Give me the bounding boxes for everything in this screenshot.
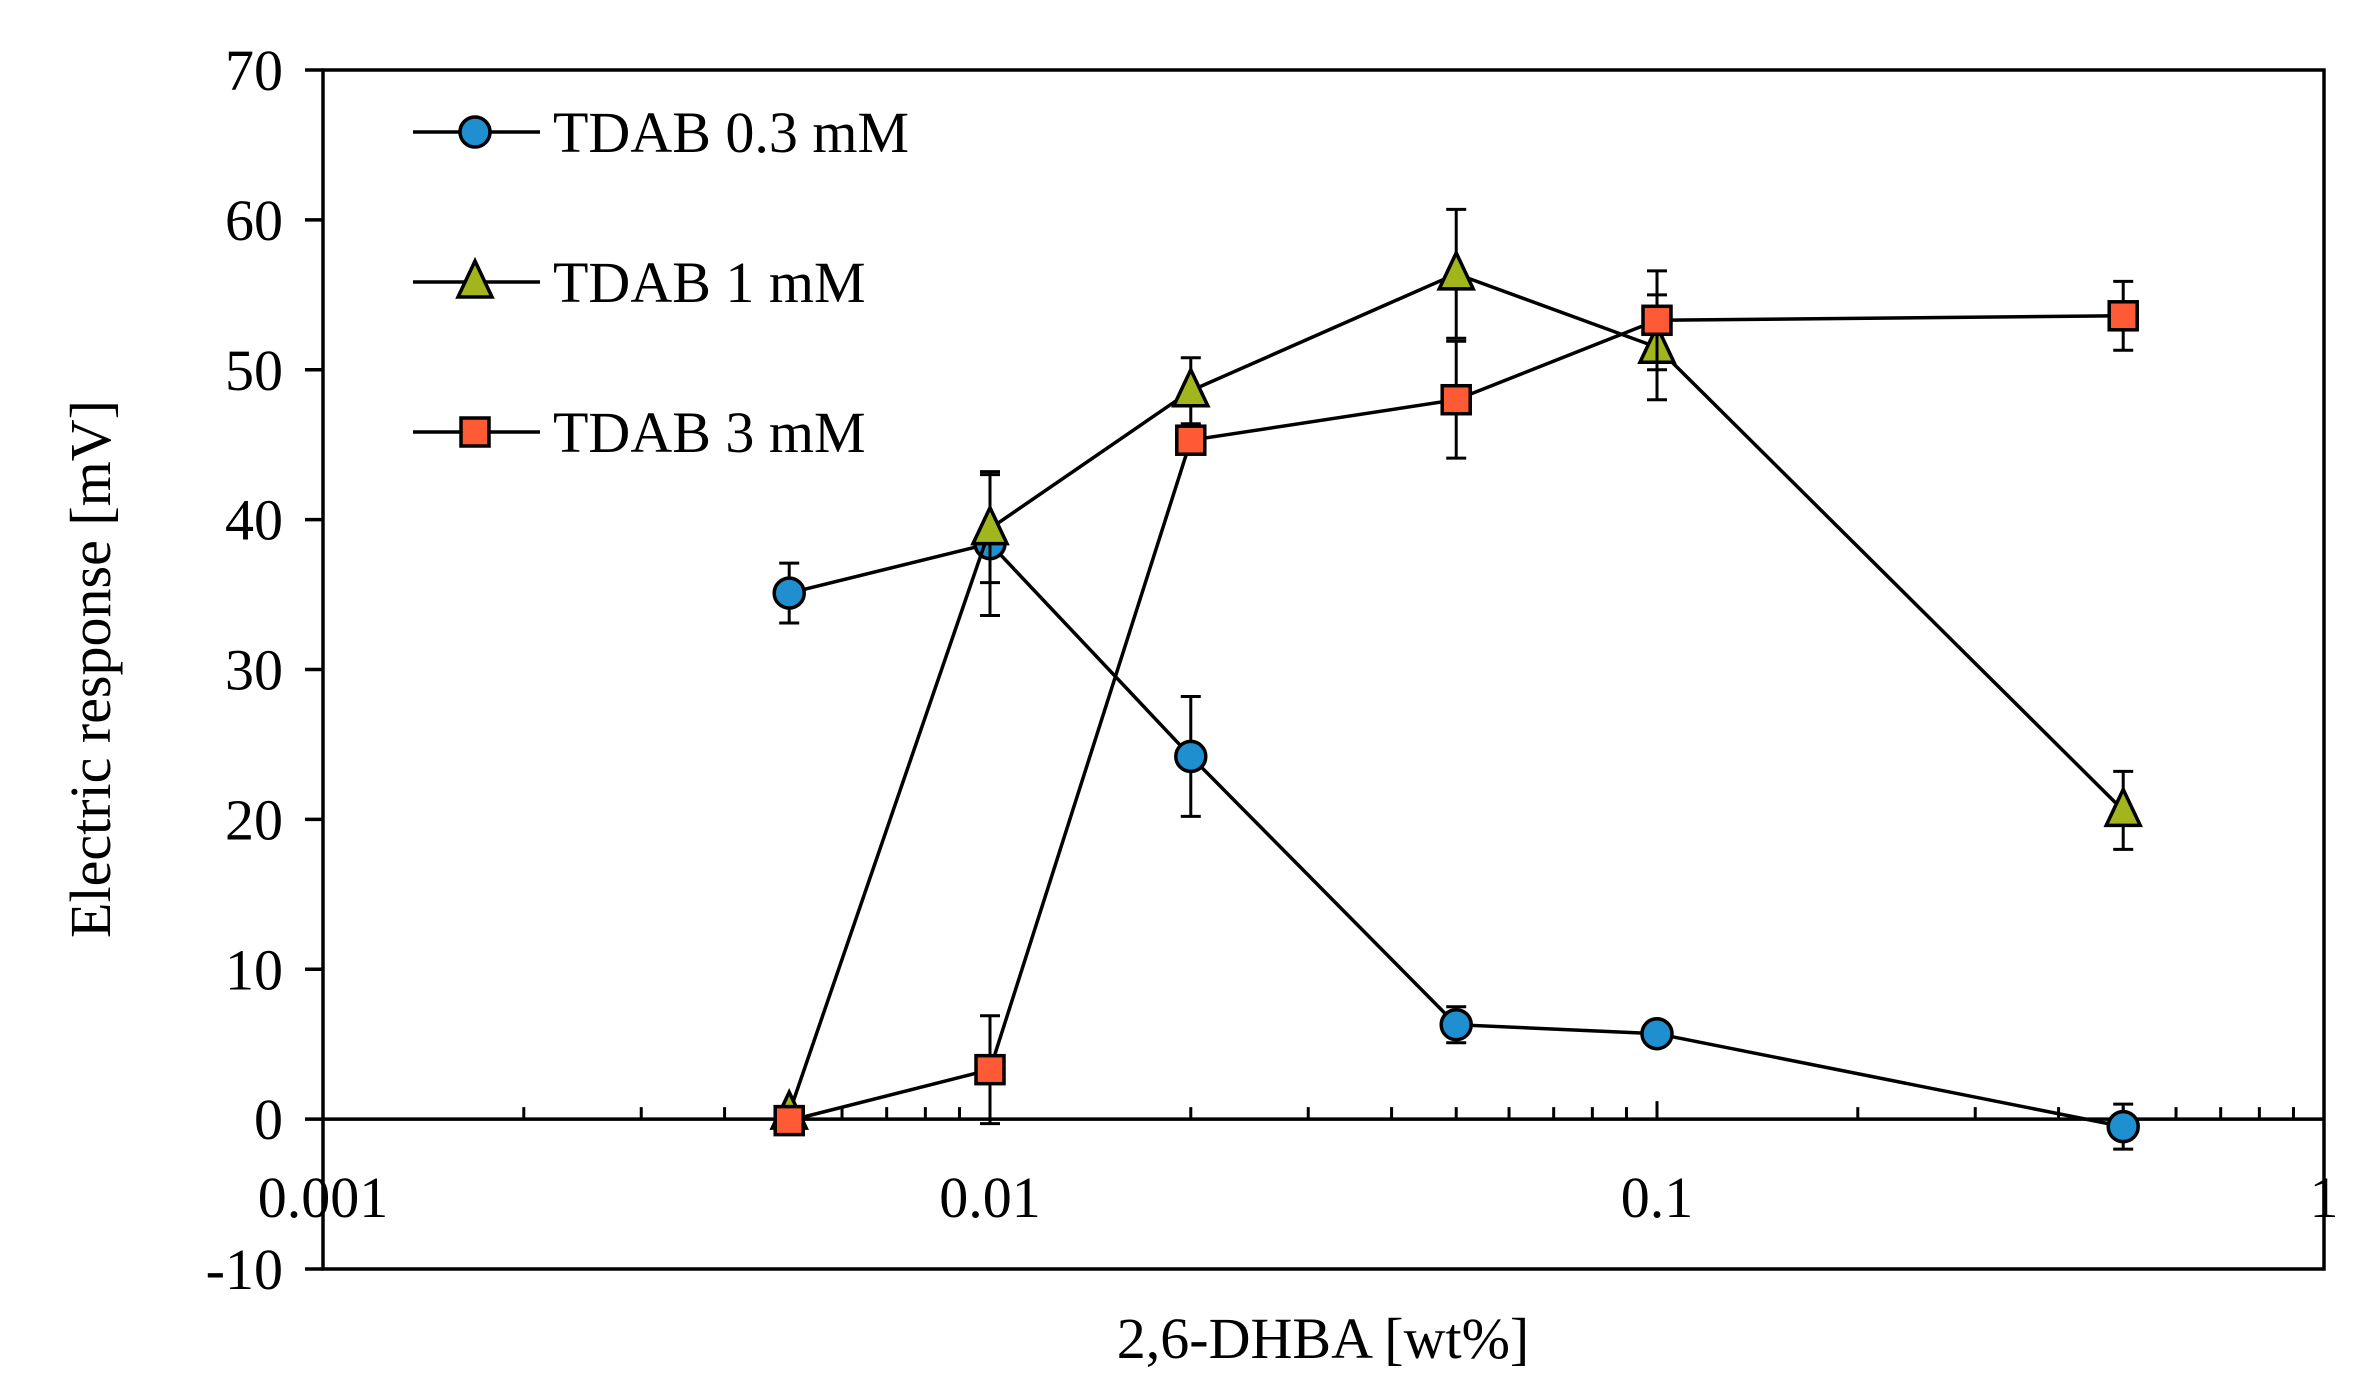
data-point — [1175, 424, 1207, 456]
y-tick-label: 10 — [225, 937, 283, 1002]
data-point — [1171, 365, 1211, 408]
y-axis-label: Electric response [mV] — [58, 400, 123, 938]
data-point — [2103, 785, 2143, 828]
legend-entry-3: TDAB 3 mM — [413, 400, 866, 465]
x-axis-label: 2,6-DHBA [wt%] — [1117, 1306, 1529, 1371]
data-point — [1440, 383, 1472, 416]
series-line — [787, 271, 2125, 1114]
y-tick-label: 40 — [225, 488, 283, 553]
y-tick-label: 30 — [225, 638, 283, 703]
data-point — [1640, 1016, 1674, 1051]
y-tick-label: 0 — [254, 1087, 283, 1152]
plot-area — [323, 70, 2324, 1269]
data-point — [1174, 739, 1208, 774]
legend-label: TDAB 3 mM — [553, 400, 866, 465]
legend-marker — [455, 256, 495, 299]
data-point — [1436, 248, 1476, 291]
y-tick-label: -10 — [206, 1237, 283, 1302]
series-3 — [773, 269, 2139, 1137]
data-point — [1641, 304, 1673, 337]
data-point — [2107, 300, 2139, 332]
legend-label: TDAB 1 mM — [553, 250, 866, 315]
data-point — [1439, 1007, 1473, 1042]
plot-frame — [321, 68, 2326, 1271]
legend-entry-2: TDAB 1 mM — [413, 250, 866, 315]
series-line — [788, 541, 2124, 1129]
y-tick-label: 60 — [225, 188, 283, 253]
series-line — [788, 314, 2124, 1123]
data-point — [773, 1104, 805, 1137]
legend-marker — [458, 115, 492, 149]
legend-label: TDAB 0.3 mM — [553, 100, 909, 165]
y-tick-label: 50 — [225, 338, 283, 403]
y-tick-label: 70 — [225, 38, 283, 103]
legend-marker — [459, 416, 491, 448]
data-point — [2106, 1109, 2140, 1144]
data-point — [974, 1053, 1006, 1086]
data-point — [772, 576, 806, 610]
x-tick-label: 0.01 — [939, 1165, 1041, 1230]
legend-entry-1: TDAB 0.3 mM — [413, 100, 909, 165]
x-tick-label: 0.1 — [1621, 1165, 1694, 1230]
data-point — [970, 503, 1010, 546]
y-tick-label: 20 — [225, 787, 283, 852]
